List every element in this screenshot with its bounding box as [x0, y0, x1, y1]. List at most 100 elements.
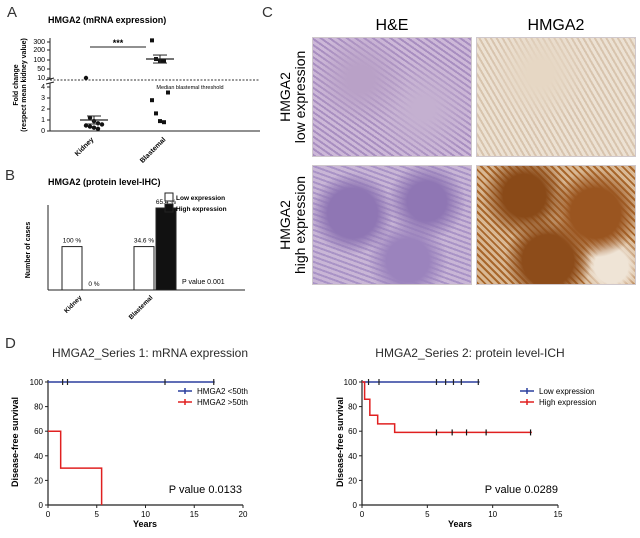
km2-xlabel: Years	[448, 519, 472, 529]
km1-title: HMGA2_Series 1: mRNA expression	[52, 346, 248, 360]
km-xtick-label: 15	[554, 510, 563, 519]
he-low-image	[312, 37, 472, 157]
ytick-label: 3	[41, 95, 45, 102]
km1-ylabel: Disease-free survival	[10, 397, 20, 487]
km-ytick-label: 100	[30, 378, 44, 387]
km-curve-high	[362, 381, 532, 434]
he-high-image	[312, 165, 472, 285]
legend-swatch-low	[164, 192, 174, 202]
legend-label-high: High expression	[176, 206, 227, 213]
km-xtick-label: 0	[46, 510, 51, 519]
legend-swatch-high	[164, 203, 174, 213]
data-point-kidney	[99, 122, 105, 127]
panel-a-ylabel-2: (respect mean kidney value)	[21, 38, 28, 132]
bar-data-label: 65.4 %	[156, 199, 176, 206]
km-ytick-label: 0	[39, 501, 44, 510]
panel-c: H&E HMGA2 HMGA2 low expression HMGA2 hig…	[277, 17, 585, 274]
km1-legend-label-low: HMGA2 <50th	[197, 387, 248, 396]
xtick-label: Blastemal	[139, 136, 167, 164]
hmga2-high-image	[476, 165, 636, 285]
km2-legend-label-low: Low expression	[539, 387, 595, 396]
km-xtick-label: 20	[239, 510, 248, 519]
km2-title: HMGA2_Series 2: protein level-ICH	[375, 346, 564, 360]
col-label-hmga2: HMGA2	[528, 17, 585, 34]
data-point-kidney	[95, 121, 101, 126]
panel-b-ylabel: Number of cases	[25, 222, 32, 279]
km-xtick-label: 0	[360, 510, 365, 519]
xtick-label: Blastemal	[128, 294, 155, 321]
panel-a: HMGA2 (mRNA expression) Fold change (res…	[13, 15, 260, 165]
km1-pvalue: P value 0.0133	[169, 484, 242, 496]
km2-legend-label-high: High expression	[539, 398, 596, 407]
km-ytick-label: 40	[348, 452, 357, 461]
panel-b-pvalue: P value 0.001	[182, 279, 225, 286]
panel-letter-b: B	[5, 167, 15, 184]
km-ytick-label: 40	[34, 452, 43, 461]
data-point-blastemal	[150, 98, 154, 103]
data-point-blastemal	[162, 58, 166, 63]
panel-d-left: HMGA2_Series 1: mRNA expression Disease-…	[10, 346, 248, 529]
ytick-label: 200	[33, 47, 45, 54]
row-label-high-2: high expression	[292, 176, 308, 274]
threshold-label: Median blastemal threshold	[156, 85, 223, 91]
ytick-label: 50	[37, 66, 45, 73]
km-ytick-label: 0	[353, 501, 358, 510]
row-label-low-2: low expression	[292, 51, 308, 144]
km1-plot: 0 5 10 15 20 0 20 40 60 80 100	[30, 378, 248, 519]
km-ytick-label: 20	[34, 476, 43, 485]
panel-b-title: HMGA2 (protein level-IHC)	[48, 177, 161, 187]
panel-letter-d: D	[5, 335, 16, 352]
km2-pvalue: P value 0.0289	[485, 484, 558, 496]
panel-b: HMGA2 (protein level-IHC) Number of case…	[25, 177, 245, 321]
row-label-high-1: HMGA2	[277, 200, 293, 250]
km2-plot: 0 5 10 15 0 20 40 60 80 100	[344, 378, 563, 519]
panel-b-bars: 100 % 0 % 34.6 % 65.4 %	[61, 199, 177, 291]
data-point-kidney	[87, 124, 93, 129]
bar-data-label: 0 %	[88, 281, 99, 288]
km2-legend: Low expression High expression	[520, 387, 596, 407]
km-xtick-label: 10	[141, 510, 150, 519]
legend-label-low: Low expression	[176, 195, 225, 202]
bar-blastemal-low	[133, 246, 155, 291]
km-xtick-label: 5	[425, 510, 430, 519]
panel-d-right: HMGA2_Series 2: protein level-ICH Diseas…	[335, 346, 596, 529]
axis-break-mark	[45, 77, 55, 81]
hmga2-low-image	[476, 37, 636, 157]
xtick-label: Kidney	[74, 136, 96, 158]
km-ytick-label: 60	[348, 427, 357, 436]
km-xtick-label: 15	[190, 510, 199, 519]
data-point-blastemal	[158, 119, 162, 124]
data-point-kidney	[91, 125, 97, 130]
bar-kidney-low	[61, 246, 83, 291]
data-point-kidney	[95, 126, 101, 131]
km-xtick-label: 10	[488, 510, 497, 519]
panel-a-points	[80, 38, 174, 131]
data-point-blastemal	[154, 111, 158, 116]
km1-legend: HMGA2 <50th HMGA2 >50th	[178, 387, 248, 407]
data-point-kidney	[83, 75, 89, 81]
ytick-label: 2	[41, 106, 45, 113]
panel-letter-a: A	[7, 4, 17, 21]
km-ytick-label: 80	[348, 403, 357, 412]
km2-ylabel: Disease-free survival	[335, 397, 345, 487]
km1-legend-label-high: HMGA2 >50th	[197, 398, 248, 407]
ytick-label: 10	[37, 75, 45, 82]
row-label-low-1: HMGA2	[277, 72, 293, 122]
panel-a-ticks-lower: 4 3 2 1 0	[41, 84, 50, 135]
xtick-label: Kidney	[63, 294, 84, 315]
bar-data-label: 100 %	[63, 238, 82, 245]
axis-break-mark	[45, 81, 55, 85]
km1-xlabel: Years	[133, 519, 157, 529]
panel-a-ticks-upper: 300 200 100 50 10	[33, 39, 50, 82]
ytick-label: 0	[41, 128, 45, 135]
data-point-blastemal	[150, 38, 154, 43]
bar-blastemal-high	[155, 207, 177, 291]
bar-data-label: 34.6 %	[134, 238, 154, 245]
panel-b-legend: Low expression High expression	[164, 192, 227, 213]
km-ytick-label: 80	[34, 403, 43, 412]
significance-stars: ***	[113, 38, 124, 48]
data-point-blastemal	[166, 90, 170, 95]
km-ytick-label: 20	[348, 476, 357, 485]
km-curve-high	[48, 430, 103, 505]
